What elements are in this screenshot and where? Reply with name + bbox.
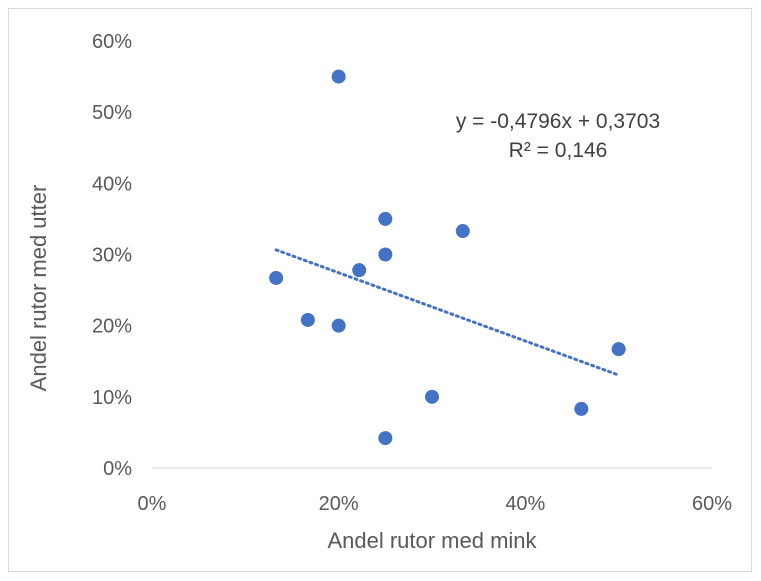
y-tick-label: 60%	[92, 31, 132, 53]
trendline-r2: R² = 0,146	[509, 139, 608, 162]
data-point	[331, 69, 346, 84]
data-point	[455, 224, 470, 239]
data-point	[378, 247, 393, 262]
x-tick-label: 0%	[138, 493, 167, 515]
data-point	[378, 431, 393, 446]
x-tick-label: 20%	[319, 493, 359, 515]
y-tick-label: 50%	[92, 102, 132, 124]
x-axis-title: Andel rutor med mink	[327, 528, 537, 553]
y-tick-label: 40%	[92, 173, 132, 195]
x-tick-label: 40%	[505, 493, 545, 515]
y-tick-label: 30%	[92, 245, 132, 267]
x-tick-label: 60%	[692, 493, 732, 515]
chart-frame	[8, 8, 752, 572]
trendline-equation: y = -0,4796x + 0,3703	[456, 110, 660, 133]
data-point	[378, 211, 393, 226]
data-point	[611, 342, 626, 357]
data-point	[425, 389, 439, 404]
data-point	[269, 270, 284, 285]
y-tick-labels: 0% 10% 20% 30% 40% 50% 60%	[92, 31, 132, 480]
trendline	[274, 248, 621, 377]
data-point	[574, 401, 589, 416]
x-tick-labels: 0% 20% 40% 60%	[138, 493, 733, 515]
data-point	[331, 318, 346, 333]
y-tick-label: 20%	[92, 316, 132, 338]
data-point	[300, 312, 315, 327]
y-tick-label: 10%	[92, 387, 132, 409]
y-axis-title: Andel rutor med utter	[26, 185, 51, 392]
y-tick-label: 0%	[103, 458, 132, 480]
data-points	[269, 69, 626, 446]
data-point	[352, 263, 367, 278]
